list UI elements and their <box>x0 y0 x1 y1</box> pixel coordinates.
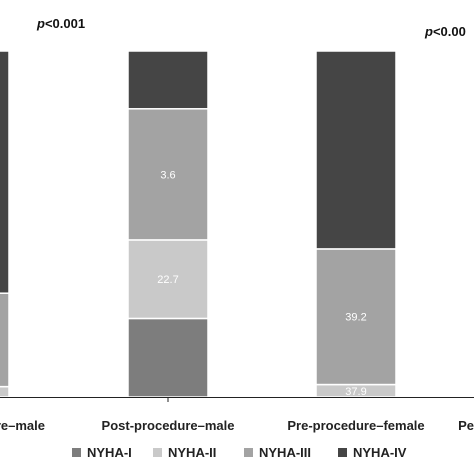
legend: NYHA-I NYHA-II NYHA-III NYHA-IV <box>72 445 407 460</box>
p-value-annotation: p<0.00 <box>424 24 466 39</box>
x-tick-label-pre-procedure-male: re–male <box>0 418 45 433</box>
legend-swatch-nyha-iv <box>338 448 347 457</box>
bar-nyha-iv-post-procedure-male <box>128 51 208 109</box>
p-value-annotations: p<0.001 p<0.00 <box>36 16 466 39</box>
legend-label-nyha-iv: NYHA-IV <box>353 445 407 460</box>
data-label-nyha-ii-pre-procedure-female: 37.9 <box>345 386 366 398</box>
bar-nyha-iii-pre-procedure-male <box>0 293 9 386</box>
x-axis-labels: re–male Post-procedure–male Pre-procedure–… <box>0 397 474 433</box>
legend-swatch-nyha-iii <box>244 448 253 457</box>
bar-nyha-ii-pre-procedure-male <box>0 387 9 397</box>
x-tick-label-post-procedure-male: Post-procedure–male <box>102 418 235 433</box>
data-label-nyha-iii-post-procedure-male: 3.6 <box>160 169 175 181</box>
data-label-nyha-iii-pre-procedure-female: 39.2 <box>345 312 366 324</box>
data-label-nyha-ii-post-procedure-male: 22.7 <box>157 274 178 286</box>
legend-label-nyha-iii: NYHA-III <box>259 445 311 460</box>
bar-nyha-i-post-procedure-male <box>128 318 208 397</box>
bars-group: 22.722.73.637.939.2 <box>0 51 396 399</box>
x-tick-label-pre-procedure-female: Pre-procedure–female <box>287 418 424 433</box>
x-tick-label-post-procedure-female: Pe <box>458 418 474 433</box>
legend-label-nyha-ii: NYHA-II <box>168 445 216 460</box>
legend-swatch-nyha-i <box>72 448 81 457</box>
bar-nyha-iv-pre-procedure-male <box>0 51 9 293</box>
legend-swatch-nyha-ii <box>153 448 162 457</box>
bar-nyha-iv-pre-procedure-female <box>316 51 396 249</box>
legend-label-nyha-i: NYHA-I <box>87 445 132 460</box>
p-value-annotation: p<0.001 <box>36 16 85 31</box>
